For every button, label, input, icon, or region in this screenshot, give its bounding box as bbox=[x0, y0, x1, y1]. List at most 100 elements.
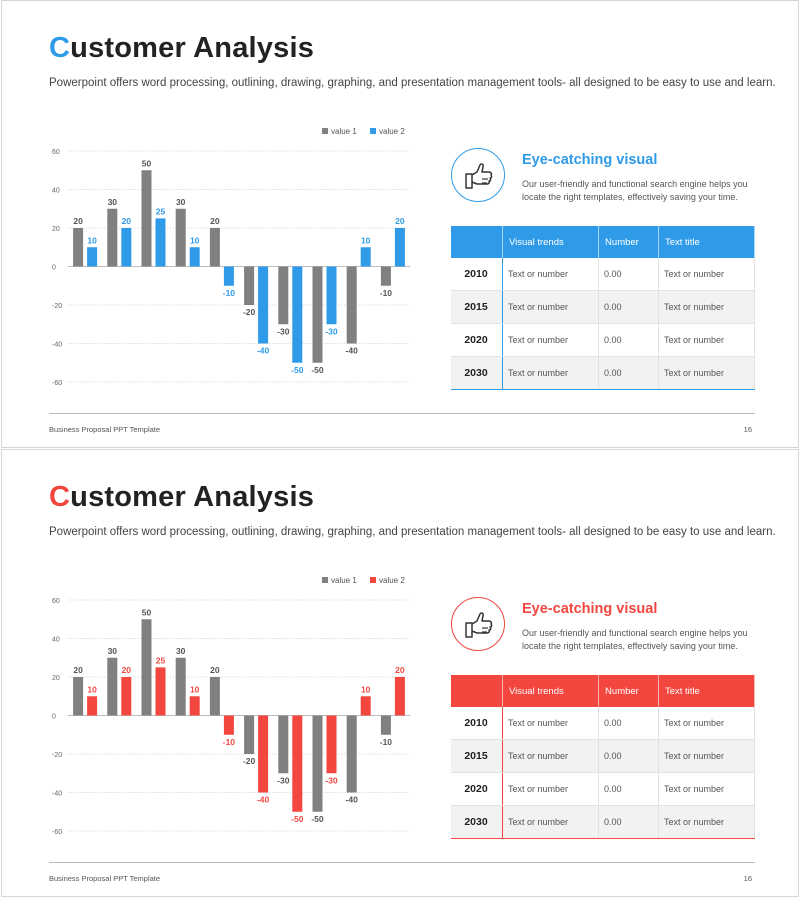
bar-value-label: 10 bbox=[361, 684, 371, 694]
bar bbox=[141, 619, 152, 716]
year-cell: 2020 bbox=[451, 323, 503, 357]
page-title: Customer Analysis bbox=[49, 32, 314, 65]
bar-value-label: -50 bbox=[291, 814, 304, 824]
bar-value-label: 10 bbox=[361, 235, 371, 245]
thumbs-up-icon bbox=[465, 163, 493, 189]
legend-label: value 1 bbox=[331, 127, 357, 136]
bar bbox=[394, 228, 405, 267]
bar bbox=[326, 266, 337, 325]
bar-value-label: 30 bbox=[108, 197, 118, 207]
table-cell: Text or number bbox=[658, 772, 756, 806]
legend-swatch bbox=[322, 128, 328, 134]
table-cell: Text or number bbox=[658, 258, 756, 291]
bar-value-label: -10 bbox=[223, 288, 236, 298]
year-cell: 2010 bbox=[451, 707, 503, 740]
bar-value-label: 10 bbox=[87, 684, 97, 694]
table-cell: 0.00 bbox=[598, 707, 659, 740]
header-cell bbox=[451, 675, 503, 707]
bar-value-label: 20 bbox=[210, 216, 220, 226]
bar-value-label: -10 bbox=[380, 288, 393, 298]
bar bbox=[380, 266, 391, 286]
feature-description: Our user-friendly and functional search … bbox=[522, 628, 748, 651]
bar bbox=[312, 266, 323, 363]
table-row: 2015 Text or number 0.00 Text or number bbox=[451, 739, 756, 773]
table-cell: Text or number bbox=[502, 356, 600, 390]
table-cell: Text or number bbox=[658, 290, 756, 324]
page-number: 16 bbox=[743, 874, 752, 883]
bar bbox=[107, 208, 118, 267]
bar bbox=[141, 170, 152, 267]
table-header-row: Visual trends Number Text title bbox=[451, 226, 756, 258]
y-tick-label: 40 bbox=[52, 188, 60, 195]
page-number: 16 bbox=[743, 425, 752, 434]
legend-swatch bbox=[370, 577, 376, 583]
bar bbox=[73, 677, 84, 716]
bar bbox=[360, 247, 371, 267]
header-cell: Visual trends bbox=[502, 675, 600, 707]
legend-label: value 1 bbox=[331, 576, 357, 585]
bar bbox=[223, 715, 234, 735]
bar-value-label: -10 bbox=[380, 737, 393, 747]
bar bbox=[155, 218, 166, 267]
bar bbox=[155, 667, 166, 716]
year-cell: 2015 bbox=[451, 290, 503, 324]
y-tick-label: 60 bbox=[52, 598, 60, 605]
bar-value-label: -40 bbox=[346, 346, 359, 356]
bar bbox=[292, 715, 303, 812]
bar bbox=[73, 228, 84, 267]
bar-value-label: -50 bbox=[311, 814, 324, 824]
table-cell: 0.00 bbox=[598, 739, 659, 773]
page-title: Customer Analysis bbox=[49, 481, 314, 514]
bar bbox=[223, 266, 234, 286]
bar-value-label: -30 bbox=[325, 775, 338, 785]
table-cell: 0.00 bbox=[598, 356, 659, 390]
data-table: Visual trends Number Text title 2010 Tex… bbox=[451, 226, 756, 390]
bar-value-label: 10 bbox=[87, 235, 97, 245]
bar bbox=[244, 715, 255, 754]
y-tick-label: -60 bbox=[52, 829, 62, 836]
table-cell: Text or number bbox=[502, 772, 600, 806]
table-cell: 0.00 bbox=[598, 805, 659, 839]
table-row: 2015 Text or number 0.00 Text or number bbox=[451, 290, 756, 324]
bar bbox=[175, 657, 186, 716]
bar-value-label: -20 bbox=[243, 307, 256, 317]
y-tick-label: -60 bbox=[52, 380, 62, 387]
bar-value-label: 10 bbox=[190, 684, 200, 694]
bar bbox=[258, 266, 269, 344]
header-cell: Visual trends bbox=[502, 226, 600, 258]
year-cell: 2030 bbox=[451, 356, 503, 390]
thumb-circle bbox=[451, 148, 505, 202]
table-cell: Text or number bbox=[502, 258, 600, 291]
header-cell: Number bbox=[598, 675, 659, 707]
title-rest: ustomer Analysis bbox=[70, 32, 315, 64]
table-row: 2010 Text or number 0.00 Text or number bbox=[451, 707, 756, 740]
bar bbox=[107, 657, 118, 716]
footer-text: Business Proposal PPT Template bbox=[49, 874, 161, 883]
header-cell bbox=[451, 226, 503, 258]
table-cell: Text or number bbox=[502, 739, 600, 773]
year-cell: 2030 bbox=[451, 805, 503, 839]
bar bbox=[292, 266, 303, 363]
slide-red: Customer Analysis Powerpoint offers word… bbox=[1, 449, 799, 897]
bar bbox=[360, 696, 371, 716]
bar-value-label: -40 bbox=[257, 346, 270, 356]
table-row: 2030 Text or number 0.00 Text or number bbox=[451, 356, 756, 390]
table-cell: Text or number bbox=[658, 707, 756, 740]
bar-chart: 60 40 20 0 -20 -40 -60 value 1 value 2 20 10 30 20 50… bbox=[52, 576, 410, 836]
bar-value-label: 30 bbox=[108, 646, 118, 656]
bar-value-label: -20 bbox=[243, 756, 256, 766]
table-cell: Text or number bbox=[658, 739, 756, 773]
bar-value-label: -40 bbox=[346, 795, 359, 805]
y-tick-label: 0 bbox=[52, 265, 56, 272]
bar-value-label: 10 bbox=[190, 235, 200, 245]
title-initial: C bbox=[49, 481, 71, 513]
table-cell: Text or number bbox=[502, 805, 600, 839]
bar bbox=[278, 715, 289, 774]
table-cell: 0.00 bbox=[598, 323, 659, 357]
thumb-circle bbox=[451, 597, 505, 651]
y-tick-label: -40 bbox=[52, 791, 62, 798]
bar bbox=[189, 696, 200, 716]
y-tick-label: -20 bbox=[52, 752, 62, 759]
year-cell: 2020 bbox=[451, 772, 503, 806]
bar bbox=[394, 677, 405, 716]
